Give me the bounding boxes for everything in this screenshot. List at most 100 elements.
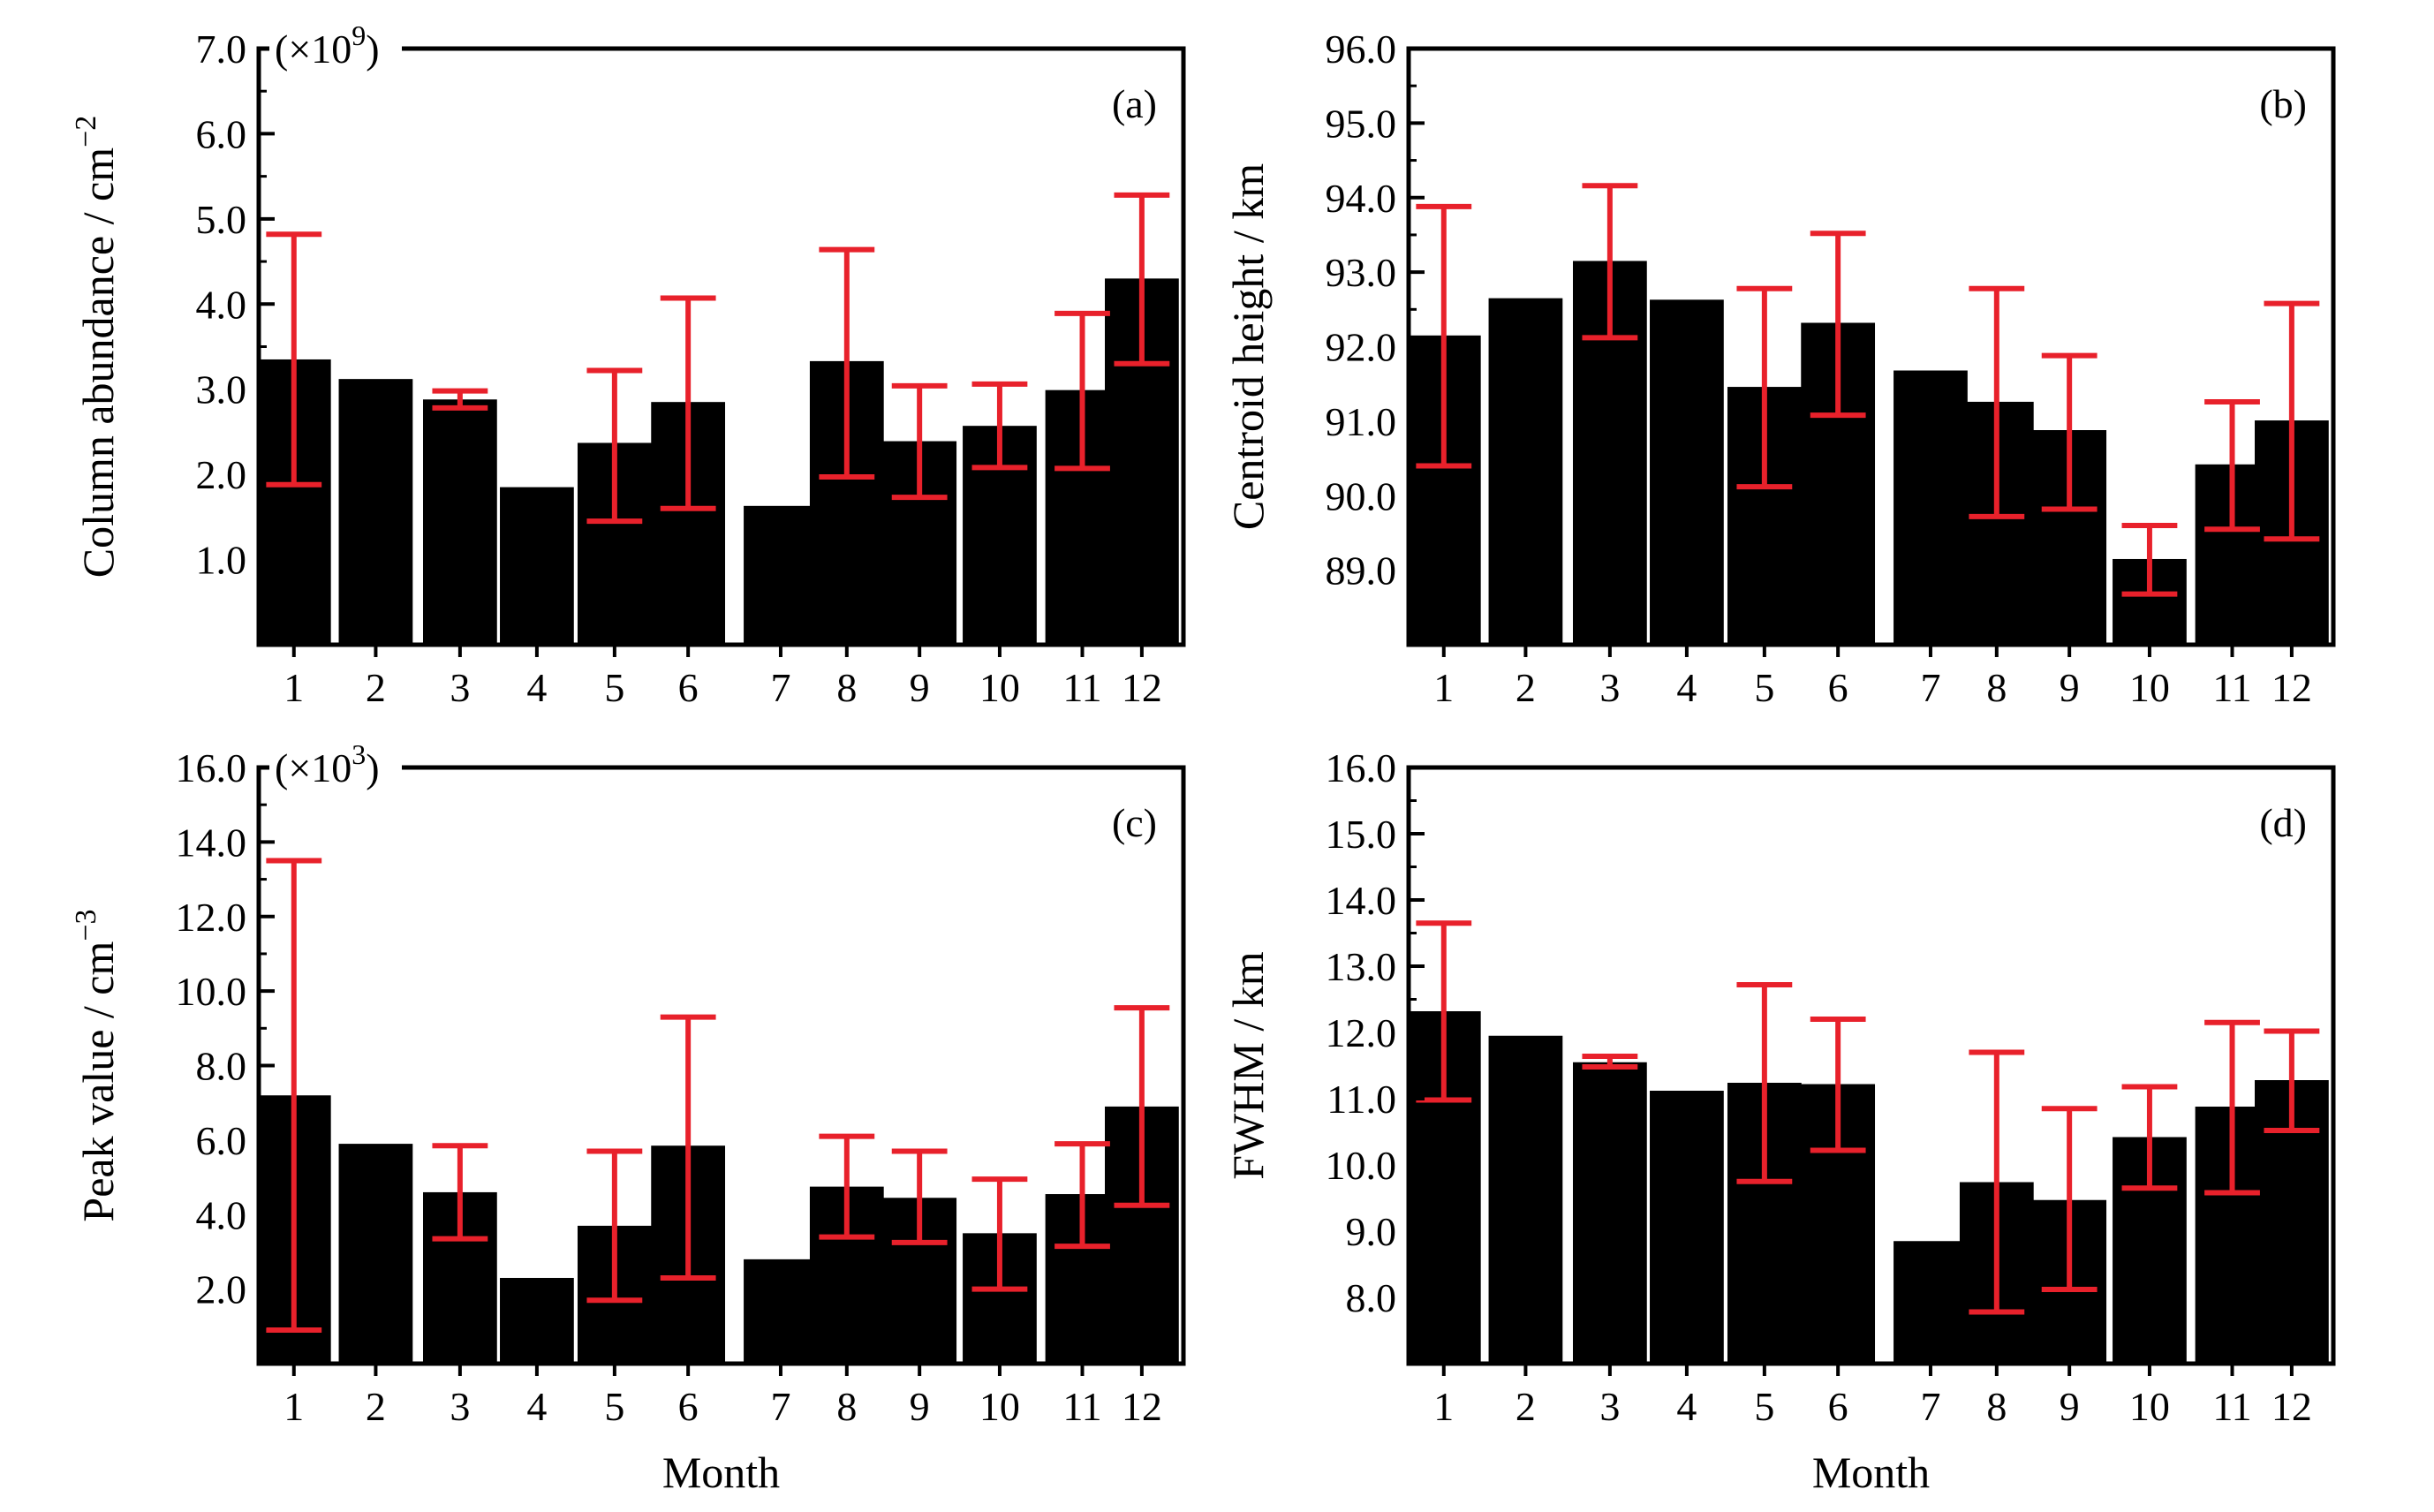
y-tick-label: 94.0 [1326,176,1397,221]
error-bar [1054,310,1110,472]
chart-panel-4: 8.09.010.011.012.013.014.015.016.01 2 3 4 5 6… [1223,745,2336,1497]
x-tick-label: 11 [1062,665,1101,710]
y-tick-label: 8.0 [196,1044,247,1089]
x-tick-label: 10 [979,1384,1020,1429]
error-bar [1054,1141,1110,1250]
bar [1894,370,1968,645]
y-tick-label: 92.0 [1326,325,1397,370]
error-bar [1810,1017,1866,1153]
x-tick-label: 5 [1754,665,1774,710]
error-bar [586,1148,643,1304]
y-tick-label: 7.0 [196,26,247,72]
x-tick-label: 8 [836,665,857,710]
panel-label: (a) [1112,81,1157,126]
panel-label: (c) [1112,800,1157,845]
x-tick-label: 1 [283,665,304,710]
panel-label: (b) [2259,81,2307,126]
bar [422,399,497,645]
x-tick-label: 7 [1920,1384,1940,1429]
panel-label: (d) [2259,800,2307,845]
y-tick-label: 89.0 [1326,548,1397,593]
error-bar [2121,523,2178,597]
y-tick-label: 2.0 [196,452,247,497]
error-bar [2121,1084,2178,1191]
y-tick-label: 3.0 [196,367,247,412]
x-tick-label: 1 [283,1384,304,1429]
error-bar [266,858,322,1334]
x-tick-label: 5 [1754,1384,1774,1429]
error-bar [1969,1049,2025,1315]
error-bar [2264,1028,2320,1133]
y-tick-label: 90.0 [1326,473,1397,518]
error-bar [1810,231,1866,419]
x-tick-label: 2 [1516,1384,1536,1429]
x-tick-label: 12 [2271,1384,2312,1429]
x-tick-label: 1 [1433,665,1454,710]
x-tick-label: 12 [1122,665,1162,710]
x-tick-label: 6 [678,1384,699,1429]
error-bar [660,1014,716,1281]
bar [744,1259,818,1364]
y-tick-label: 15.0 [1326,812,1397,857]
x-tick-label: 8 [1986,1384,2007,1429]
x-tick-label: 11 [2212,665,2251,710]
error-bar [1582,1054,1638,1070]
error-bar [891,1148,948,1245]
x-tick-label: 6 [678,665,699,710]
error-bar [1416,920,1472,1103]
bar [500,487,574,645]
y-tick-label: 12.0 [1326,1010,1397,1055]
x-tick-label: 5 [604,665,624,710]
x-tick-label: 7 [770,665,790,710]
x-tick-label: 10 [2129,665,2170,710]
x-tick-label: 7 [770,1384,790,1429]
x-tick-label: 8 [1986,665,2007,710]
x-tick-label: 5 [604,1384,624,1429]
x-axis-label: Month [662,1448,780,1497]
axis-multiplier-bg [269,27,402,70]
axis-multiplier: (×103) [275,738,380,790]
bar [338,379,413,645]
axis-multiplier: (×109) [275,19,380,72]
bar [744,505,818,645]
bar [1488,1035,1563,1364]
y-axis-label: FWHM / km [1223,951,1273,1179]
y-tick-label: 6.0 [196,111,247,156]
x-tick-label: 2 [366,665,386,710]
y-axis-label: Peak value / cm−3 [70,909,123,1221]
error-bar [2204,1019,2260,1196]
error-bar [660,295,716,511]
error-bar [819,246,875,480]
y-tick-label: 2.0 [196,1267,247,1312]
error-bar [971,1176,1028,1292]
y-tick-label: 4.0 [196,282,247,327]
y-tick-label: 13.0 [1326,944,1397,989]
bar [1894,1241,1968,1364]
error-bar [2204,398,2260,533]
y-tick-label: 96.0 [1326,26,1397,72]
chart-panel-2: 89.090.091.092.093.094.095.096.01 2 3 4 5 6 7 8… [1223,26,2336,710]
error-bar [819,1133,875,1240]
y-tick-label: 5.0 [196,197,247,242]
x-tick-label: 10 [979,665,1020,710]
error-bar [1969,285,2025,519]
y-tick-label: 16.0 [1326,745,1397,790]
y-tick-label: 4.0 [196,1192,247,1237]
error-bar [432,1143,488,1242]
x-tick-label: 9 [2060,665,2080,710]
error-bar [2041,1106,2098,1292]
x-tick-label: 3 [450,665,470,710]
x-tick-label: 2 [1516,665,1536,710]
y-axis-label: Centroid height / km [1223,163,1273,530]
x-axis-label: Month [1812,1448,1930,1497]
x-tick-label: 9 [910,1384,930,1429]
y-tick-label: 91.0 [1326,399,1397,444]
x-tick-label: 4 [1676,1384,1697,1429]
x-tick-label: 9 [910,665,930,710]
y-tick-label: 93.0 [1326,250,1397,295]
x-tick-label: 11 [1062,1384,1101,1429]
x-tick-label: 1 [1433,1384,1454,1429]
x-tick-label: 4 [526,665,547,710]
error-bar [1736,982,1793,1184]
